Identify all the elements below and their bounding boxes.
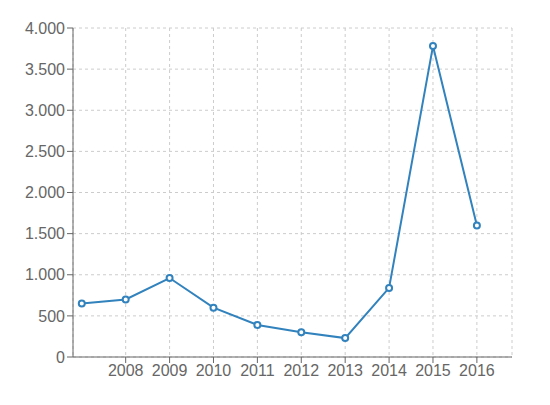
svg-text:500: 500 [38,308,65,325]
svg-text:2013: 2013 [327,362,363,379]
svg-text:1.500: 1.500 [25,225,65,242]
svg-text:2.500: 2.500 [25,143,65,160]
svg-text:4.000: 4.000 [25,20,65,37]
svg-text:2010: 2010 [196,362,232,379]
svg-text:2012: 2012 [283,362,319,379]
svg-text:3.000: 3.000 [25,102,65,119]
svg-text:2008: 2008 [108,362,144,379]
svg-text:2009: 2009 [152,362,188,379]
svg-text:2014: 2014 [371,362,407,379]
svg-text:2015: 2015 [415,362,451,379]
svg-text:2016: 2016 [459,362,495,379]
svg-text:1.000: 1.000 [25,266,65,283]
svg-text:2.000: 2.000 [25,184,65,201]
svg-text:2011: 2011 [240,362,275,379]
svg-text:3.500: 3.500 [25,61,65,78]
svg-text:0: 0 [56,349,65,366]
